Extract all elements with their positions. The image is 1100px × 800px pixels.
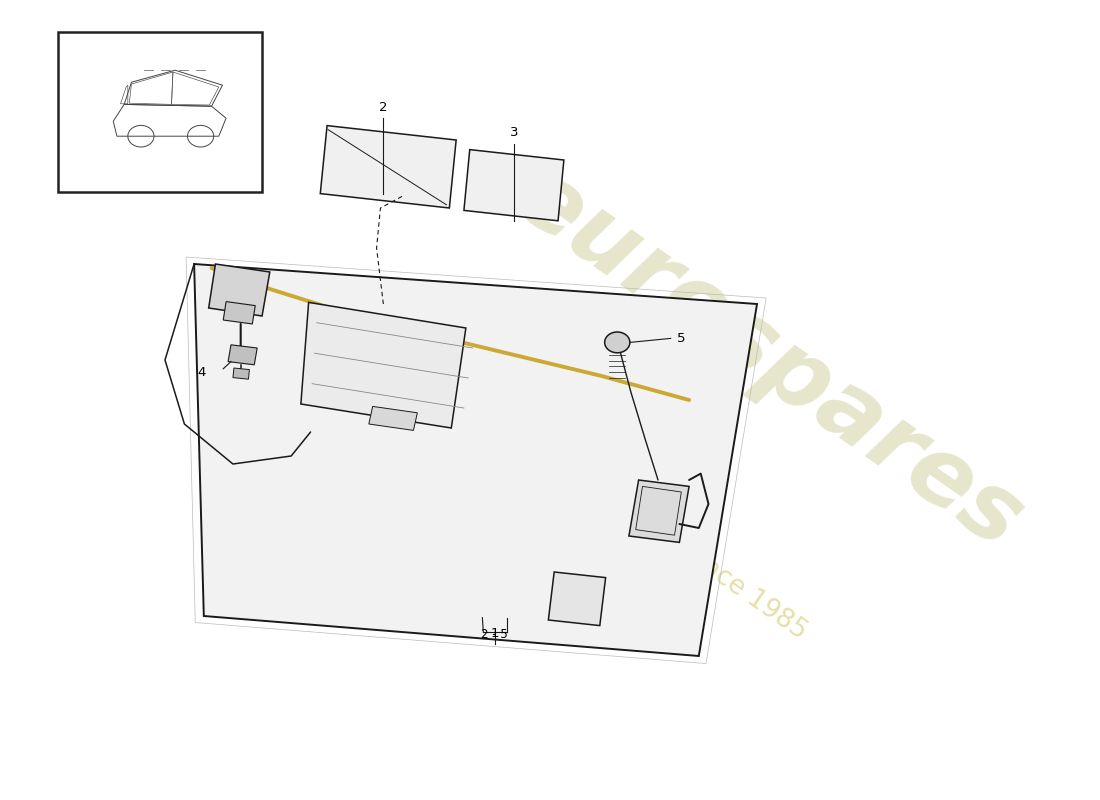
Text: 2 - 5: 2 - 5: [482, 628, 508, 641]
Polygon shape: [629, 480, 689, 542]
Circle shape: [605, 332, 630, 353]
Text: 4: 4: [197, 366, 206, 379]
Text: 5: 5: [678, 332, 686, 345]
Polygon shape: [301, 302, 466, 428]
Polygon shape: [320, 126, 456, 208]
Polygon shape: [549, 572, 606, 626]
Text: 1: 1: [491, 627, 499, 640]
Polygon shape: [233, 368, 250, 379]
Bar: [58, 32, 262, 192]
Text: 2: 2: [379, 101, 387, 114]
Polygon shape: [368, 406, 417, 430]
Polygon shape: [228, 345, 257, 365]
Polygon shape: [464, 150, 564, 221]
Text: 3: 3: [510, 126, 518, 139]
Polygon shape: [223, 302, 255, 324]
Polygon shape: [194, 264, 757, 656]
Polygon shape: [209, 264, 270, 316]
Text: a passion for parts since 1985: a passion for parts since 1985: [470, 395, 812, 645]
Text: eurospares: eurospares: [497, 151, 1040, 569]
